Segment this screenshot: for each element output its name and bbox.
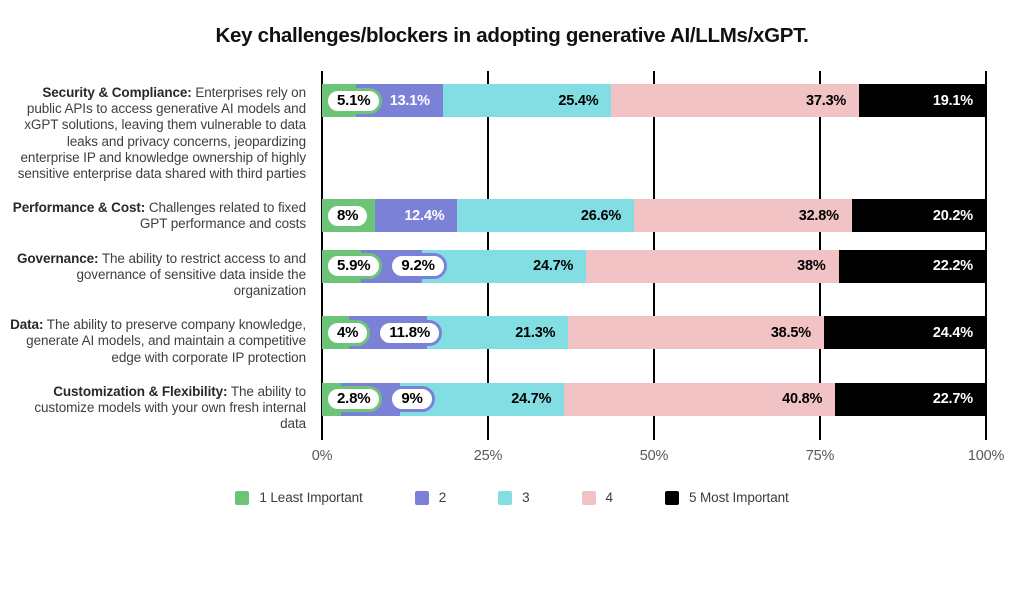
legend-swatch-purple (414, 490, 429, 505)
value-pill: 9% (389, 386, 435, 413)
row-label-category: Governance: (17, 250, 99, 266)
axis-tick-label: 0% (311, 448, 333, 465)
legend: 1 Least Important 2 3 4 5 Most Important (0, 490, 1024, 505)
segment-value: 24.7% (533, 258, 574, 275)
segment-value: 24.7% (511, 391, 552, 408)
row-label: Security & Compliance: Enterprises rely … (10, 84, 306, 182)
segment-value: 26.6% (580, 207, 622, 224)
value-pill: 8% (325, 202, 371, 229)
legend-item: 2 (414, 490, 447, 506)
segment-value: 20.2% (932, 207, 973, 224)
segment-value: 25.4% (558, 92, 599, 109)
segment-value: 38.5% (770, 324, 811, 341)
row-label: Performance & Cost: Challenges related t… (10, 199, 306, 232)
segment-value: 21.3% (515, 324, 556, 341)
chart-row-data: Data: The ability to preserve company kn… (10, 316, 986, 366)
bar: 8% 12.4% 26.6% 32.8% 20.2% (322, 199, 986, 233)
segment-value: 22.2% (932, 258, 973, 275)
bar: 5.9% 9.2% 24.7% 38% 22.2% (322, 249, 986, 283)
legend-item: 3 (498, 490, 530, 506)
legend-item: 5 Most Important (664, 490, 789, 506)
bar-segment: 37.3% (611, 84, 860, 117)
bar-segment: 20.2% (851, 199, 986, 233)
segment-value: 24.4% (932, 324, 973, 341)
row-label-description: Challenges related to fixed GPT performa… (139, 200, 306, 232)
legend-swatch-pink (581, 490, 596, 505)
row-label: Customization & Flexibility: The ability… (10, 383, 306, 433)
stacked-bar-chart: Security & Compliance: Enterprises rely … (0, 71, 1024, 466)
bar-segment: 32.8% (634, 199, 852, 233)
legend-label: 1 Least Important (259, 490, 363, 506)
segment-value: 37.3% (806, 92, 847, 109)
value-pill: 11.8% (377, 319, 442, 346)
bar-segment: 19.1% (859, 84, 986, 117)
bar-segment: 38.5% (568, 316, 824, 350)
bar-segment: 21.3% (426, 316, 569, 350)
legend-label: 2 (438, 490, 447, 506)
legend-swatch-black (664, 490, 679, 505)
axis-tick-label: 25% (473, 448, 503, 465)
axis-tick-label: 100% (967, 448, 1005, 465)
bar: 2.8% 9% 24.7% 40.8% 22.7% (322, 382, 986, 416)
x-axis: 0% 25% 50% 75% 100% (312, 448, 1005, 466)
row-label-description: Enterprises rely on public APIs to acces… (17, 85, 306, 182)
bar: 5.1% 13.1% 25.4% 37.3% 19.1% (322, 84, 986, 117)
row-label: Data: The ability to preserve company kn… (10, 316, 306, 366)
row-label-category: Customization & Flexibility: (53, 383, 228, 399)
segment-value: 19.1% (932, 92, 973, 109)
row-label-description: The ability to preserve company knowledg… (26, 317, 306, 365)
row-label-category: Security & Compliance: (42, 85, 192, 100)
value-pill: 9.2% (389, 253, 447, 280)
legend-swatch-cyan (498, 490, 513, 505)
legend-label: 4 (605, 490, 614, 506)
chart-row-governance: Governance: The ability to restrict acce… (10, 249, 986, 300)
row-label-description: The ability to restrict access to and go… (76, 250, 306, 299)
chart-title: Key challenges/blockers in adopting gene… (215, 24, 809, 47)
segment-value: 22.7% (932, 391, 973, 408)
axis-tick-label: 75% (805, 448, 835, 465)
legend-label: 3 (522, 490, 530, 506)
legend-label: 5 Most Important (688, 490, 789, 506)
chart-row-performance-cost: Performance & Cost: Challenges related t… (10, 199, 986, 233)
legend-item: 4 (581, 490, 614, 506)
chart-row-customization-flexibility: Customization & Flexibility: The ability… (10, 382, 986, 433)
row-label-category: Data: (10, 317, 44, 333)
value-pill: 4% (325, 319, 371, 346)
value-pill: 5.1% (325, 87, 383, 114)
bar-segment: 25.4% (442, 84, 612, 117)
segment-value: 32.8% (798, 207, 839, 224)
row-label-category: Performance & Cost: (12, 200, 146, 216)
segment-value: 12.4% (404, 207, 445, 224)
bar-segment: 12.4% (375, 199, 458, 233)
segment-value: 13.1% (389, 92, 430, 109)
chart-row-security-compliance: Security & Compliance: Enterprises rely … (10, 84, 986, 182)
bar-segment: 40.8% (564, 382, 836, 416)
bar-segment: 24.4% (823, 316, 986, 350)
segment-value: 38% (797, 258, 826, 275)
bar: 4% 11.8% 21.3% 38.5% 24.4% (322, 316, 986, 350)
bar-segment: 22.2% (838, 249, 986, 283)
bar-segment: 24.7% (422, 249, 587, 283)
legend-item: 1 Least Important (235, 490, 363, 506)
legend-swatch-green (235, 490, 250, 505)
row-label-description: The ability to customize models with you… (34, 383, 306, 432)
bar-segment: 38% (586, 249, 839, 283)
row-label: Governance: The ability to restrict acce… (10, 250, 306, 300)
bar-segment: 26.6% (457, 199, 635, 233)
gridline (985, 71, 987, 441)
value-pill: 5.9% (325, 253, 383, 280)
axis-tick-label: 50% (639, 448, 669, 465)
segment-value: 40.8% (782, 391, 823, 408)
value-pill: 2.8% (325, 386, 383, 413)
bar-segment: 22.7% (835, 382, 986, 416)
